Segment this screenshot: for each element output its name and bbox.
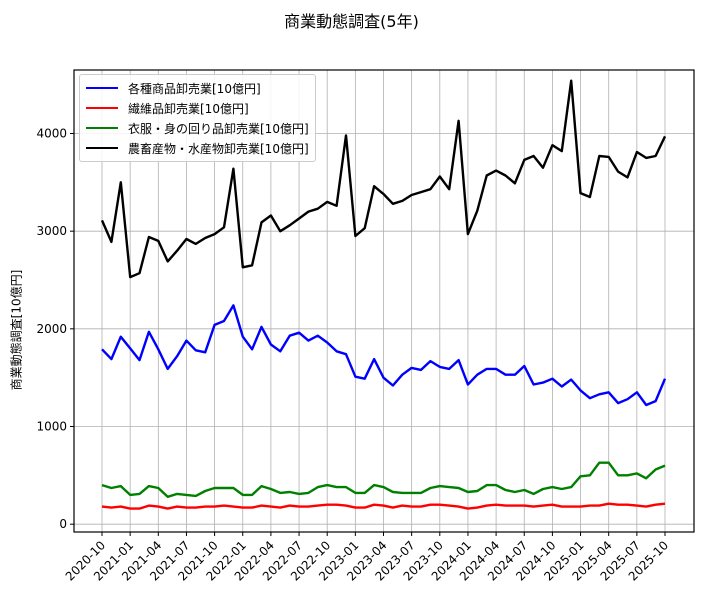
chart-title: 商業動態調査(5年)	[284, 12, 419, 31]
legend-item: 繊維品卸売業[10億円]	[86, 98, 309, 118]
legend-swatch	[86, 107, 118, 109]
y-tick-label: 1000	[36, 420, 67, 434]
y-tick-label: 0	[59, 517, 67, 531]
y-tick-label: 3000	[36, 224, 67, 238]
legend-item: 各種商品卸売業[10億円]	[86, 78, 309, 98]
legend: 各種商品卸売業[10億円] 繊維品卸売業[10億円] 衣服・身の回り品卸売業[1…	[79, 74, 316, 162]
legend-label: 繊維品卸売業[10億円]	[128, 101, 249, 116]
y-tick-label: 2000	[36, 322, 67, 336]
y-axis-ticks: 0 1000 2000 3000 4000	[36, 126, 74, 531]
legend-swatch	[86, 127, 118, 129]
series-line	[101, 304, 667, 407]
legend-label: 衣服・身の回り品卸売業[10億円]	[128, 121, 309, 136]
legend-item: 衣服・身の回り品卸売業[10億円]	[86, 118, 309, 138]
series-line	[100, 79, 667, 279]
y-axis-label: 商業動態調査[10億円]	[9, 269, 24, 391]
legend-label: 各種商品卸売業[10億円]	[128, 81, 261, 96]
series-line	[101, 461, 666, 498]
series-line	[101, 502, 666, 510]
legend-item: 農畜産物・水産物卸売業[10億円]	[86, 138, 309, 158]
y-tick-label: 4000	[36, 126, 67, 140]
legend-swatch	[86, 147, 118, 149]
legend-swatch	[86, 87, 118, 89]
x-axis-ticks: 2020-102021-012021-042021-072021-102022-…	[63, 532, 671, 584]
series-lines	[100, 79, 667, 510]
legend-label: 農畜産物・水産物卸売業[10億円]	[128, 141, 309, 156]
